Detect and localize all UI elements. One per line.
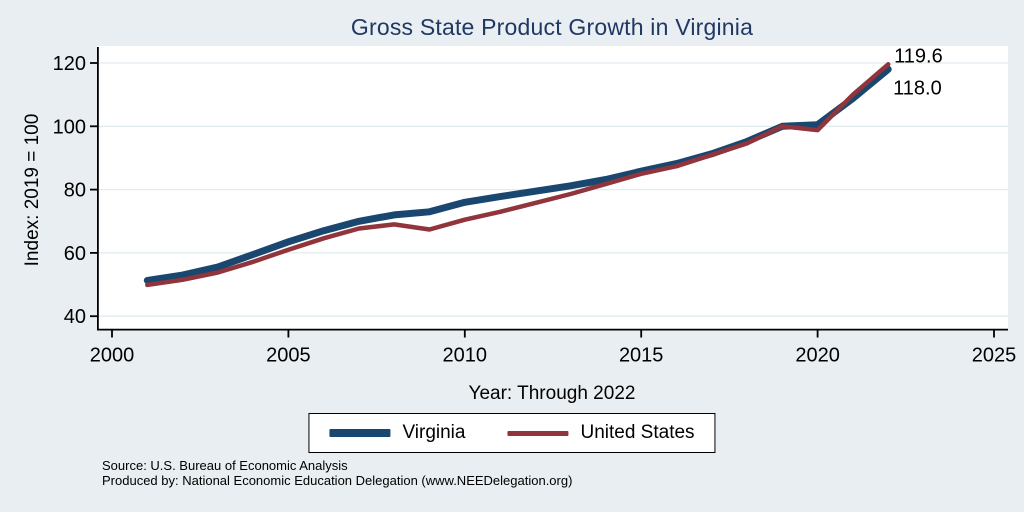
y-tick-label: 100 <box>53 116 86 138</box>
x-tick-label: 2020 <box>795 345 840 367</box>
x-tick-label: 2015 <box>619 345 664 367</box>
x-tick-label: 2005 <box>266 345 311 367</box>
legend-item-united-states: United States <box>507 422 695 444</box>
legend-label: United States <box>580 422 695 443</box>
legend: Virginia United States <box>308 413 716 453</box>
series-line-united-states <box>145 62 891 288</box>
chart-title: Gross State Product Growth in Virginia <box>350 14 754 40</box>
source-note: Source: U.S. Bureau of Economic Analysis <box>102 458 348 473</box>
legend-swatch-icon <box>329 429 391 437</box>
y-tick-label: 60 <box>64 243 86 265</box>
end-value-label: 118.0 <box>893 77 942 99</box>
legend-swatch-icon <box>507 430 569 436</box>
end-value-label: 119.6 <box>894 45 943 67</box>
x-tick-label: 2025 <box>972 345 1017 367</box>
footer: Source: U.S. Bureau of Economic Analysis… <box>102 458 572 488</box>
legend-label: Virginia <box>402 422 466 443</box>
x-tick-label: 2000 <box>90 345 135 367</box>
produced-by-note: Produced by: National Economic Education… <box>102 473 573 488</box>
x-axis-title: Year: Through 2022 <box>468 383 636 404</box>
x-tick-label: 2010 <box>443 345 488 367</box>
y-tick-label: 40 <box>64 306 86 328</box>
legend-item-virginia: Virginia <box>329 422 465 444</box>
y-tick-label: 80 <box>64 180 86 202</box>
y-tick-label: 120 <box>53 53 86 75</box>
y-axis-title: Index: 2019 = 100 <box>22 113 43 267</box>
